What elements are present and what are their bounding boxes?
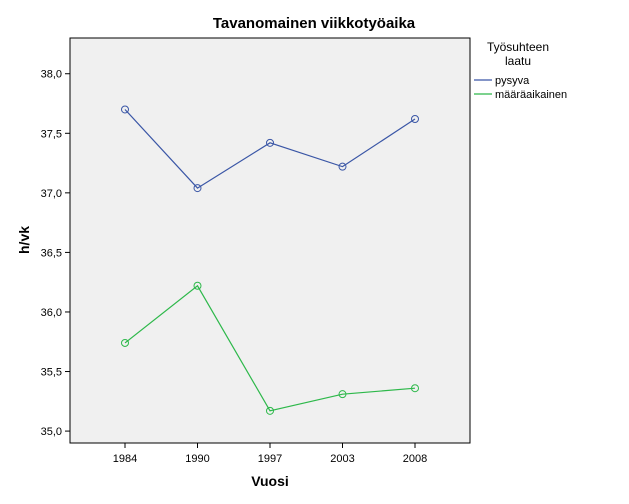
x-axis-ticks: 1984 1990 1997 2003 2008 xyxy=(113,443,427,465)
series-line-0 xyxy=(124,109,416,189)
data-point xyxy=(193,281,202,290)
y-tick-label: 37,0 xyxy=(41,188,62,200)
data-point xyxy=(121,105,129,114)
y-axis-title: h/vk xyxy=(16,226,32,254)
y-tick-label: 36,0 xyxy=(41,307,62,319)
data-point xyxy=(411,384,419,393)
y-axis-ticks: 35,0 35,5 36,0 36,5 37,0 37,5 38,0 xyxy=(41,69,70,438)
data-point xyxy=(338,390,347,399)
data-point xyxy=(338,162,347,171)
y-tick-label: 35,0 xyxy=(41,426,62,438)
y-tick-label: 37,5 xyxy=(41,128,62,140)
y-tick-label: 38,0 xyxy=(41,69,62,81)
legend-label: määräaikainen xyxy=(495,89,567,101)
y-tick-label: 36,5 xyxy=(41,247,62,259)
x-tick-label: 1984 xyxy=(113,453,137,465)
data-point xyxy=(193,184,202,193)
legend-title-line-2: laatu xyxy=(505,54,531,68)
data-point xyxy=(411,115,419,123)
x-tick-label: 1990 xyxy=(185,453,209,465)
x-tick-label: 2003 xyxy=(330,453,354,465)
x-tick-label: 1997 xyxy=(258,453,282,465)
chart-title: Tavanomainen viikkotyöaika xyxy=(213,15,416,32)
series-layer xyxy=(121,105,419,415)
x-tick-label: 2008 xyxy=(403,453,427,465)
data-point xyxy=(266,406,274,415)
legend-label: pysyva xyxy=(495,75,530,87)
y-tick-label: 35,5 xyxy=(41,367,62,379)
plot-area xyxy=(69,37,471,444)
data-point xyxy=(266,138,274,147)
legend-title-line-1: Työsuhteen xyxy=(487,40,549,54)
legend: Työsuhteen laatu pysyva määräaikainen xyxy=(474,40,567,101)
x-axis-title: Vuosi xyxy=(251,473,289,489)
data-point xyxy=(121,338,129,347)
series-line-1 xyxy=(124,284,416,412)
